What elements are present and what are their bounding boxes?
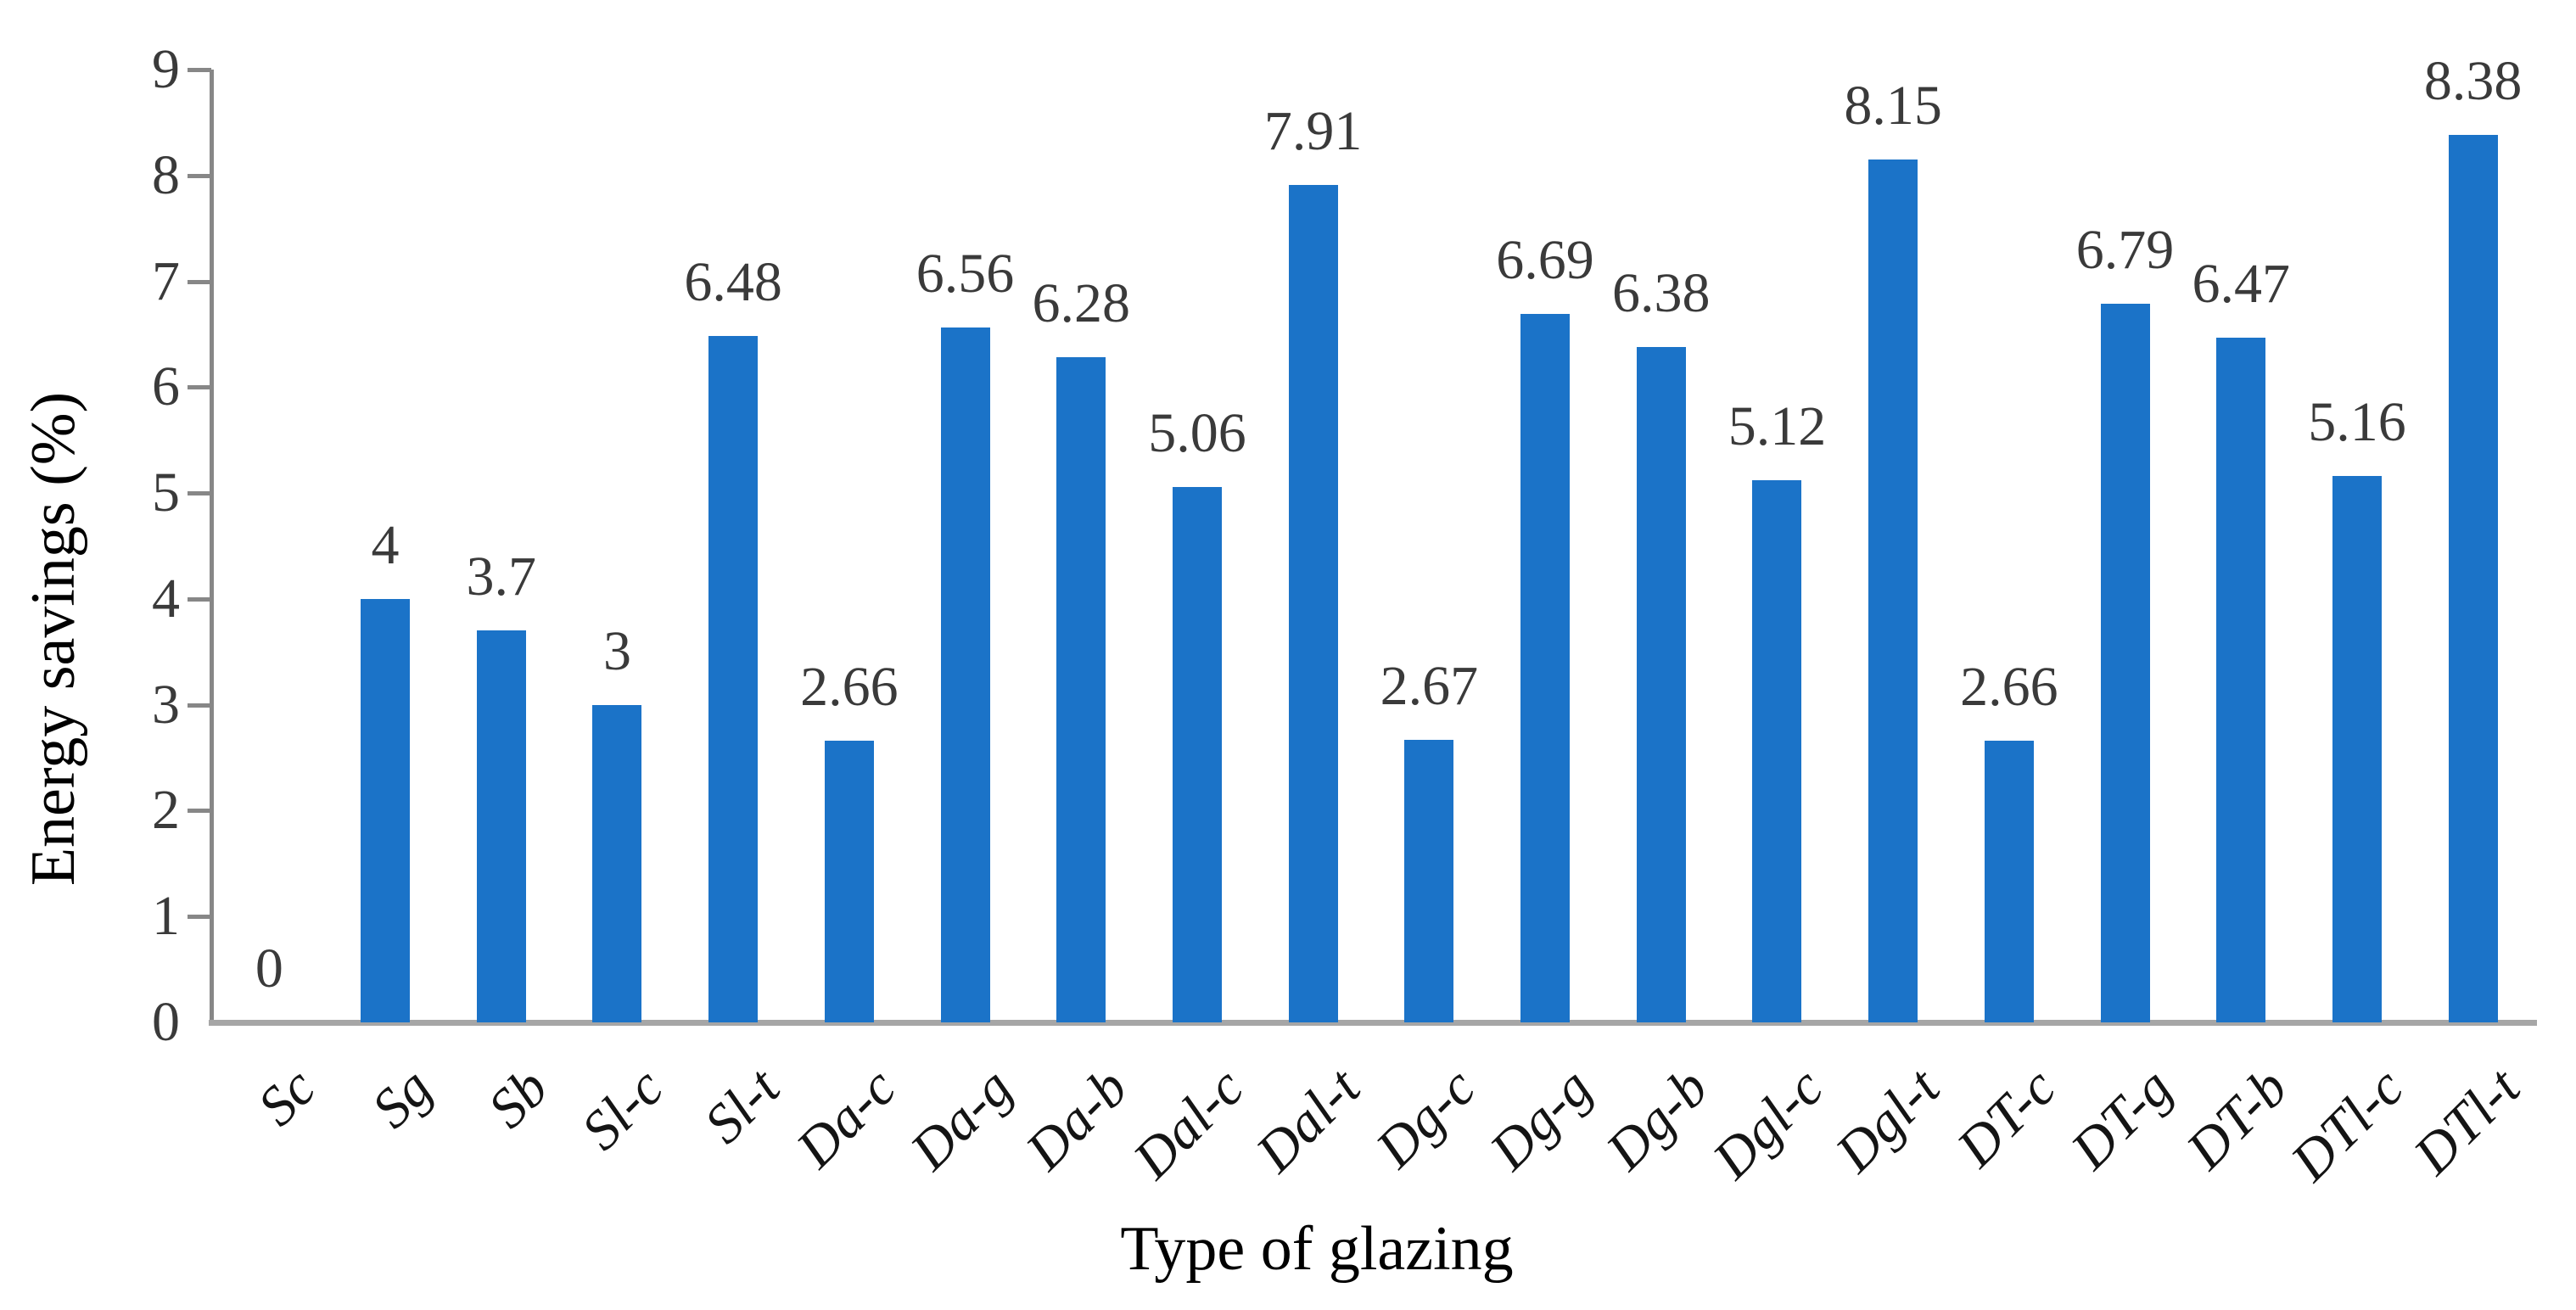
bar-value-label: 2.66 bbox=[800, 656, 899, 719]
bar bbox=[1868, 160, 1918, 1022]
x-tick-label: Da-b bbox=[1014, 1056, 1140, 1182]
bar-value-label: 4 bbox=[371, 513, 400, 576]
y-tick-mark bbox=[188, 279, 211, 284]
y-tick-label: 7 bbox=[152, 249, 180, 312]
bar bbox=[824, 741, 874, 1022]
bar-value-label: 7.91 bbox=[1263, 100, 1363, 162]
y-tick-label: 1 bbox=[152, 885, 180, 948]
bar-value-label: 6.69 bbox=[1496, 229, 1594, 292]
y-tick-label: 9 bbox=[152, 38, 180, 100]
y-tick-mark bbox=[188, 173, 211, 178]
y-tick-label: 3 bbox=[152, 673, 180, 736]
x-tick-label: DT-b bbox=[2175, 1056, 2300, 1181]
y-tick-mark bbox=[188, 68, 211, 72]
x-tick-label: Dgl-t bbox=[1823, 1056, 1952, 1184]
bar bbox=[2216, 337, 2266, 1022]
y-tick-mark bbox=[188, 915, 211, 920]
bar-value-label: 6.38 bbox=[1612, 261, 1711, 324]
y-tick-mark bbox=[188, 596, 211, 602]
x-tick-label: Sb bbox=[476, 1056, 560, 1140]
x-tick-label: Da-g bbox=[898, 1056, 1024, 1182]
bar-value-label: 5.16 bbox=[2308, 391, 2406, 454]
bar bbox=[1636, 346, 1686, 1022]
y-axis-line bbox=[210, 70, 214, 1023]
bar-value-label: 6.47 bbox=[2192, 252, 2291, 315]
bar-value-label: 3.7 bbox=[466, 546, 537, 608]
bar bbox=[708, 336, 759, 1022]
bar-value-label: 8.38 bbox=[2423, 50, 2523, 113]
bar bbox=[2332, 476, 2382, 1022]
x-tick-label: DT-c bbox=[1945, 1056, 2068, 1179]
bar-value-label: 6.28 bbox=[1032, 272, 1131, 335]
y-tick-mark bbox=[188, 385, 211, 390]
x-tick-label: Da-c bbox=[784, 1056, 908, 1180]
bar-value-label: 2.67 bbox=[1380, 654, 1479, 717]
y-tick-label: 8 bbox=[152, 143, 180, 206]
bar bbox=[2448, 135, 2498, 1022]
bar bbox=[1288, 185, 1338, 1022]
x-tick-label: Dal-c bbox=[1121, 1056, 1256, 1191]
bar-value-label: 2.66 bbox=[1960, 656, 2058, 719]
x-tick-label: Dal-t bbox=[1244, 1056, 1372, 1184]
y-tick-label: 4 bbox=[152, 567, 180, 630]
y-tick-label: 5 bbox=[152, 462, 180, 524]
x-tick-label: Sg bbox=[360, 1056, 444, 1140]
bar-value-label: 3 bbox=[602, 619, 631, 682]
x-axis-line bbox=[209, 1020, 2537, 1026]
bar bbox=[940, 328, 990, 1022]
bar bbox=[1752, 480, 1802, 1022]
x-tick-label: Dg-b bbox=[1593, 1056, 1720, 1182]
x-tick-label: Sl-c bbox=[570, 1056, 676, 1162]
x-tick-label: Dgl-c bbox=[1701, 1056, 1836, 1191]
y-tick-label: 2 bbox=[152, 779, 180, 842]
bar bbox=[476, 630, 526, 1022]
y-tick-mark bbox=[188, 809, 211, 814]
bar-value-label: 5.12 bbox=[1728, 395, 1827, 458]
bar bbox=[1404, 739, 1454, 1022]
bar bbox=[1984, 741, 2034, 1022]
bar-value-label: 0 bbox=[255, 938, 283, 999]
y-tick-mark bbox=[188, 491, 211, 496]
bar-value-label: 5.06 bbox=[1148, 401, 1246, 464]
x-tick-label: Dg-c bbox=[1364, 1056, 1488, 1180]
x-tick-label: Dg-g bbox=[1478, 1056, 1604, 1182]
x-axis-title: Type of glazing bbox=[1120, 1214, 1514, 1284]
x-tick-label: Sl-t bbox=[692, 1056, 792, 1156]
bar bbox=[1520, 314, 1571, 1022]
y-tick-mark bbox=[188, 703, 211, 708]
y-tick-label: 6 bbox=[152, 355, 180, 418]
bar bbox=[1172, 486, 1222, 1022]
bar bbox=[2100, 303, 2150, 1022]
bar bbox=[592, 704, 642, 1022]
bar-value-label: 6.79 bbox=[2075, 218, 2175, 281]
bar-value-label: 8.15 bbox=[1844, 75, 1942, 137]
y-tick-label: 0 bbox=[152, 991, 180, 1053]
bar-value-label: 6.56 bbox=[916, 243, 1015, 305]
bar bbox=[1056, 357, 1106, 1022]
bar-value-label: 6.48 bbox=[684, 251, 782, 314]
bar bbox=[361, 598, 411, 1022]
x-tick-label: DTl-c bbox=[2279, 1056, 2416, 1193]
x-tick-label: DTl-t bbox=[2401, 1056, 2532, 1186]
x-tick-label: Sc bbox=[246, 1056, 328, 1138]
x-tick-label: DT-g bbox=[2058, 1056, 2184, 1181]
